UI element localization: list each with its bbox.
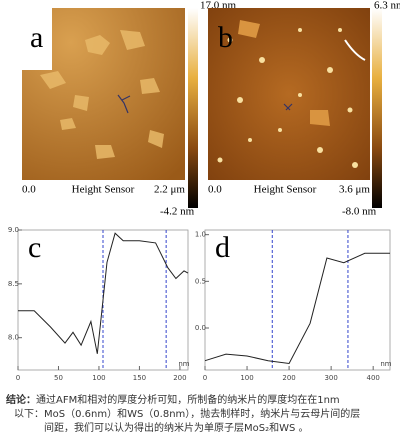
x-tick-label: 100 (92, 374, 105, 382)
profile-line (204, 252, 390, 365)
caption-lead: 结论： (6, 393, 36, 406)
y-tick-label: 8.5 (8, 280, 19, 288)
origin-label: 0.0 (208, 184, 222, 196)
panel-label: b (218, 21, 233, 54)
colorbar (188, 8, 198, 208)
afm-image-b (208, 8, 370, 180)
caption-line: 结论：通过AFM和相对的厚度分析可知，所制备的纳米片的厚度均在在1nm (6, 393, 340, 406)
x-tick-label: 400 (366, 374, 379, 382)
x-tick-label: 50 (54, 374, 63, 382)
x-tick-label: 0 (16, 374, 20, 382)
caption-line: 以下：MoS（0.6nm）和WS（0.8nm），抛去制样时，纳米片与云母片间的层 (14, 407, 360, 420)
origin-label: 0.0 (22, 184, 36, 196)
color-min: -8.0 nm (342, 206, 377, 218)
x-tick-label: 200 (282, 374, 295, 382)
color-max: 6.3 nm (374, 0, 400, 12)
panel-label: d (215, 231, 230, 264)
x-axis-label: nm (178, 360, 189, 368)
x-tick-label: 0 (203, 374, 207, 382)
caption-text: 通过AFM和相对的厚度分析可知，所制备的纳米片的厚度均在在1nm (36, 393, 340, 406)
x-tick-label: 200 (173, 374, 186, 382)
y-tick-label: 8.0 (8, 334, 19, 342)
x-tick-label: 300 (324, 374, 337, 382)
y-tick-label: 0.0 (195, 324, 206, 332)
profile-line (18, 232, 189, 354)
color-max: 17.0 nm (200, 0, 237, 12)
panel-label: c (28, 231, 41, 264)
y-tick-label: 1.0 (195, 231, 206, 239)
color-min: -4.2 nm (160, 206, 195, 218)
panel-label: a (30, 21, 43, 54)
y-tick-label: 0.5 (195, 277, 206, 285)
sensor-label: Height Sensor (254, 184, 317, 196)
sensor-label: Height Sensor (72, 184, 135, 196)
colorbar (372, 8, 382, 208)
scale-label: 3.6 μm (339, 184, 370, 196)
x-tick-label: 100 (240, 374, 253, 382)
scale-label: 2.2 μm (154, 184, 185, 196)
plot-frame (204, 229, 391, 371)
y-tick-label: 9.0 (8, 226, 19, 234)
afm-image-a (22, 8, 185, 180)
x-tick-label: 150 (133, 374, 146, 382)
x-axis-label: nm (380, 360, 391, 368)
caption-line: 间距，我们可以认为得出的纳米片为单原子层MoS₂和WS 。 (44, 421, 309, 434)
